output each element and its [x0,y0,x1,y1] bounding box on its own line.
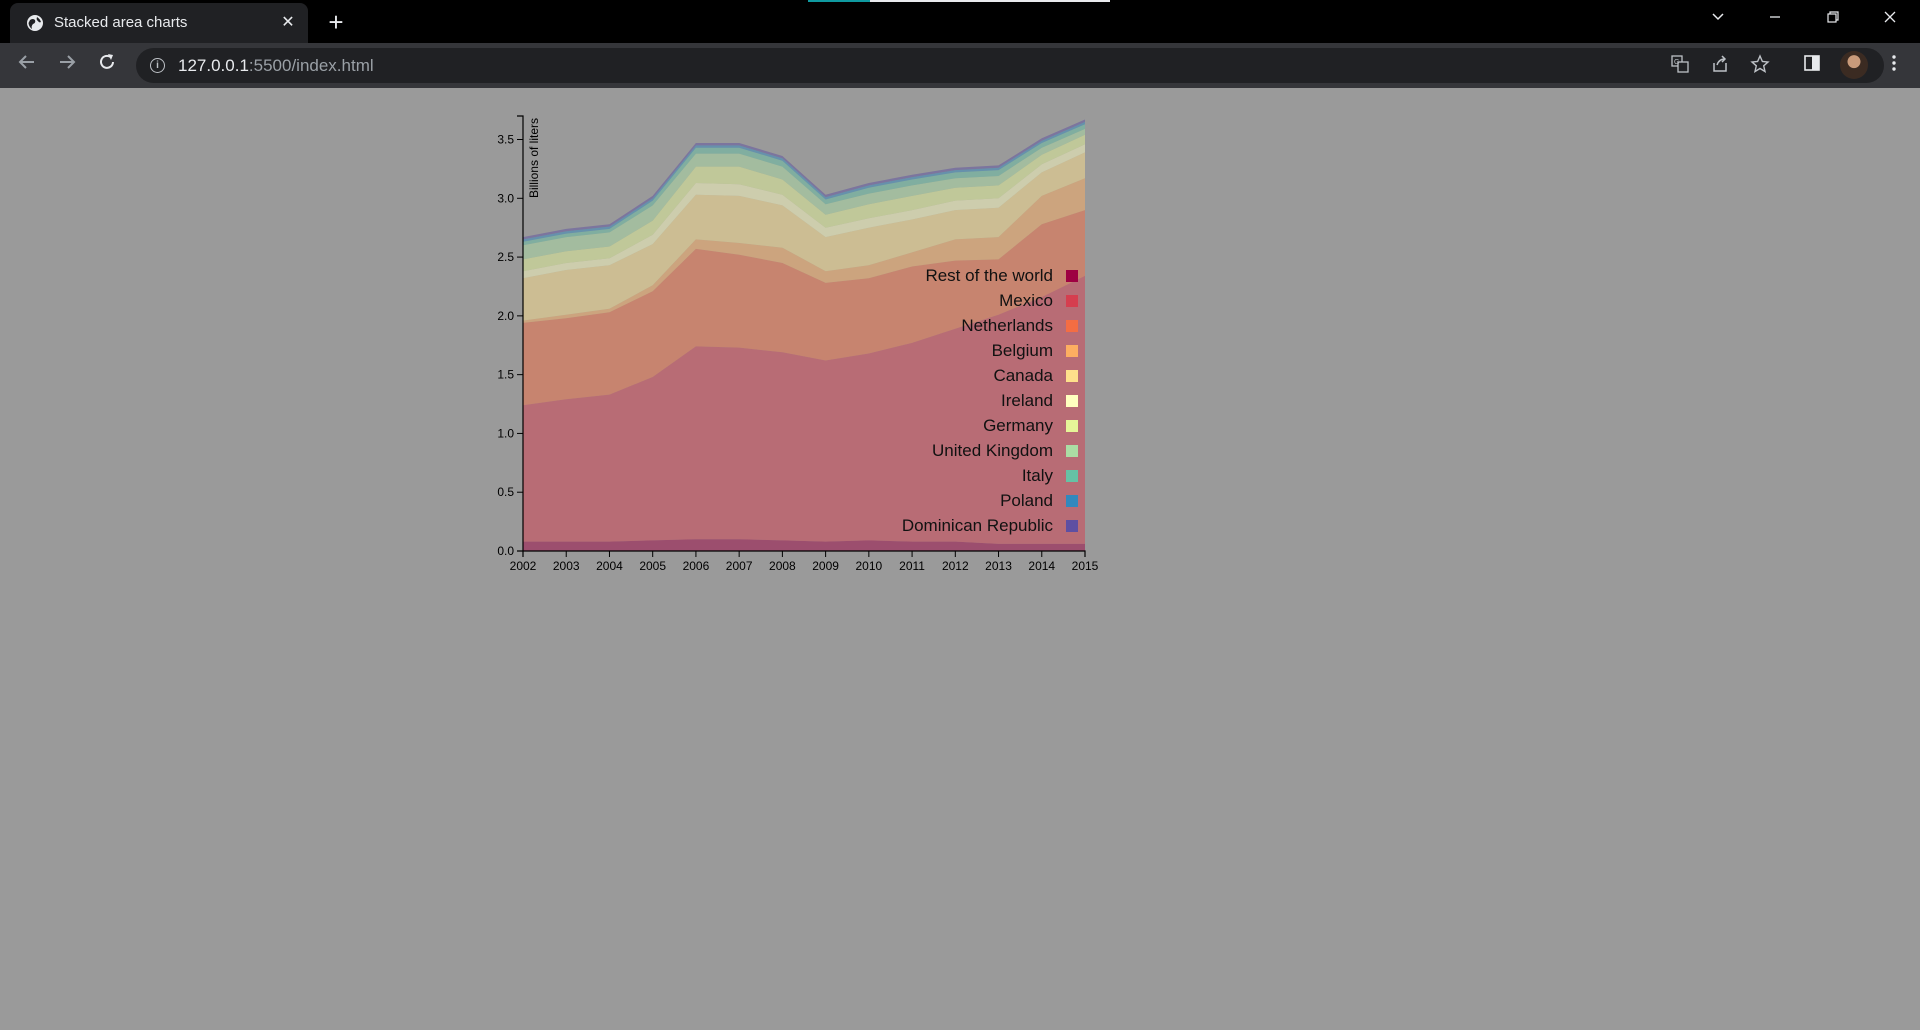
area-italy [523,124,1085,246]
area-germany [523,134,1085,272]
legend-label: Germany [983,416,1053,435]
svg-text:G: G [1674,59,1679,66]
area-canada [523,152,1085,321]
x-tick-label: 2011 [899,559,925,573]
close-icon[interactable]: ✕ [281,14,295,31]
area-belgium [523,178,1085,323]
loading-indicator [808,0,870,2]
forward-arrow-icon[interactable] [52,51,82,81]
x-tick-label: 2012 [942,559,969,573]
y-tick-label: 1.5 [497,368,514,382]
new-tab-button[interactable]: + [328,7,344,37]
legend-swatch [1066,345,1078,357]
area-rest-of-the-world [523,539,1085,551]
legend-swatch [1066,520,1078,532]
x-tick-label: 2008 [769,559,796,573]
url-path: :5500/index.html [248,56,374,75]
y-axis-line [517,115,524,552]
x-axis: 2002 2003 2004 2005 2006 2007 2008 2009 2010 2011… [510,550,1099,573]
reload-icon[interactable] [92,51,122,81]
legend-label: Italy [1022,466,1054,485]
x-tick-label: 2002 [510,559,537,573]
area-mexico [523,275,1085,544]
url-text[interactable]: 127.0.0.1:5500/index.html [178,56,374,76]
y-tick-label: 2.0 [497,309,514,323]
page-content: 0.0 0.5 1.0 1.5 2.0 2.5 3.0 3.5 2002 2003 2004 200… [0,88,1920,1030]
legend-swatch [1066,420,1078,432]
side-panel-icon[interactable] [1798,52,1826,80]
x-tick-label: 2015 [1072,559,1099,573]
x-tick-label: 2014 [1028,559,1055,573]
y-tick-label: 0.5 [497,485,514,499]
y-tick-label: 3.0 [497,191,514,205]
chevron-down-icon[interactable] [1695,4,1741,36]
legend-swatch [1066,370,1078,382]
legend-label: Canada [993,366,1053,385]
legend-label: Mexico [999,291,1053,310]
kebab-menu-icon[interactable] [1880,52,1908,80]
globe-icon [27,15,43,31]
area-ireland [523,144,1085,279]
x-axis-line [522,550,1086,557]
x-tick-label: 2013 [985,559,1012,573]
legend-swatch [1066,395,1078,407]
browser-toolbar: i 127.0.0.1:5500/index.html G [0,43,1920,88]
legend-swatch [1066,445,1078,457]
y-axis-label: Billions of liters [527,118,541,198]
window-close-icon[interactable] [1867,4,1913,36]
legend-swatch [1066,320,1078,332]
loading-indicator-track [870,0,1110,2]
url-host: 127.0.0.1 [178,56,249,75]
legend-label: Dominican Republic [902,516,1054,535]
avatar[interactable] [1840,51,1868,79]
restore-icon[interactable] [1810,4,1856,36]
y-tick-label: 2.5 [497,250,514,264]
legend-swatch [1066,495,1078,507]
legend-swatch [1066,295,1078,307]
area-united-kingdom [523,128,1085,260]
x-tick-label: 2009 [812,559,839,573]
x-tick-label: 2004 [596,559,623,573]
share-icon[interactable] [1708,54,1732,78]
legend-swatch [1066,270,1078,282]
tab-title: Stacked area charts [54,14,188,31]
browser-tab[interactable]: Stacked area charts ✕ [10,3,308,43]
back-arrow-icon[interactable] [12,51,42,81]
legend-label: Ireland [1001,391,1053,410]
minimize-icon[interactable] [1752,4,1798,36]
translate-icon[interactable]: G [1668,54,1692,78]
address-bar[interactable]: i 127.0.0.1:5500/index.html G [136,48,1884,83]
y-tick-label: 3.5 [497,133,514,147]
legend-label: United Kingdom [932,441,1053,460]
area-layers [523,119,1085,551]
legend-label: Rest of the world [925,266,1053,285]
star-icon[interactable] [1748,54,1772,78]
area-netherlands [523,210,1085,406]
x-tick-label: 2003 [553,559,580,573]
area-poland [523,121,1085,242]
legend-label: Netherlands [961,316,1053,335]
x-tick-label: 2006 [683,559,710,573]
x-tick-label: 2005 [639,559,666,573]
info-icon[interactable]: i [150,58,165,73]
y-tick-label: 1.0 [497,426,514,440]
legend-label: Belgium [992,341,1053,360]
legend-swatch [1066,470,1078,482]
y-axis: 0.0 0.5 1.0 1.5 2.0 2.5 3.0 3.5 [497,115,524,558]
tab-strip: Stacked area charts ✕ + [0,0,1920,43]
y-tick-label: 0.0 [497,544,514,558]
x-tick-label: 2010 [855,559,882,573]
legend-label: Poland [1000,491,1053,510]
legend: Rest of the world Mexico Netherlands Belgiu… [902,266,1078,535]
x-tick-label: 2007 [726,559,753,573]
stacked-area-chart: 0.00.51.01.52.02.53.03.5 2002 2003 2004 200… [497,115,1099,573]
